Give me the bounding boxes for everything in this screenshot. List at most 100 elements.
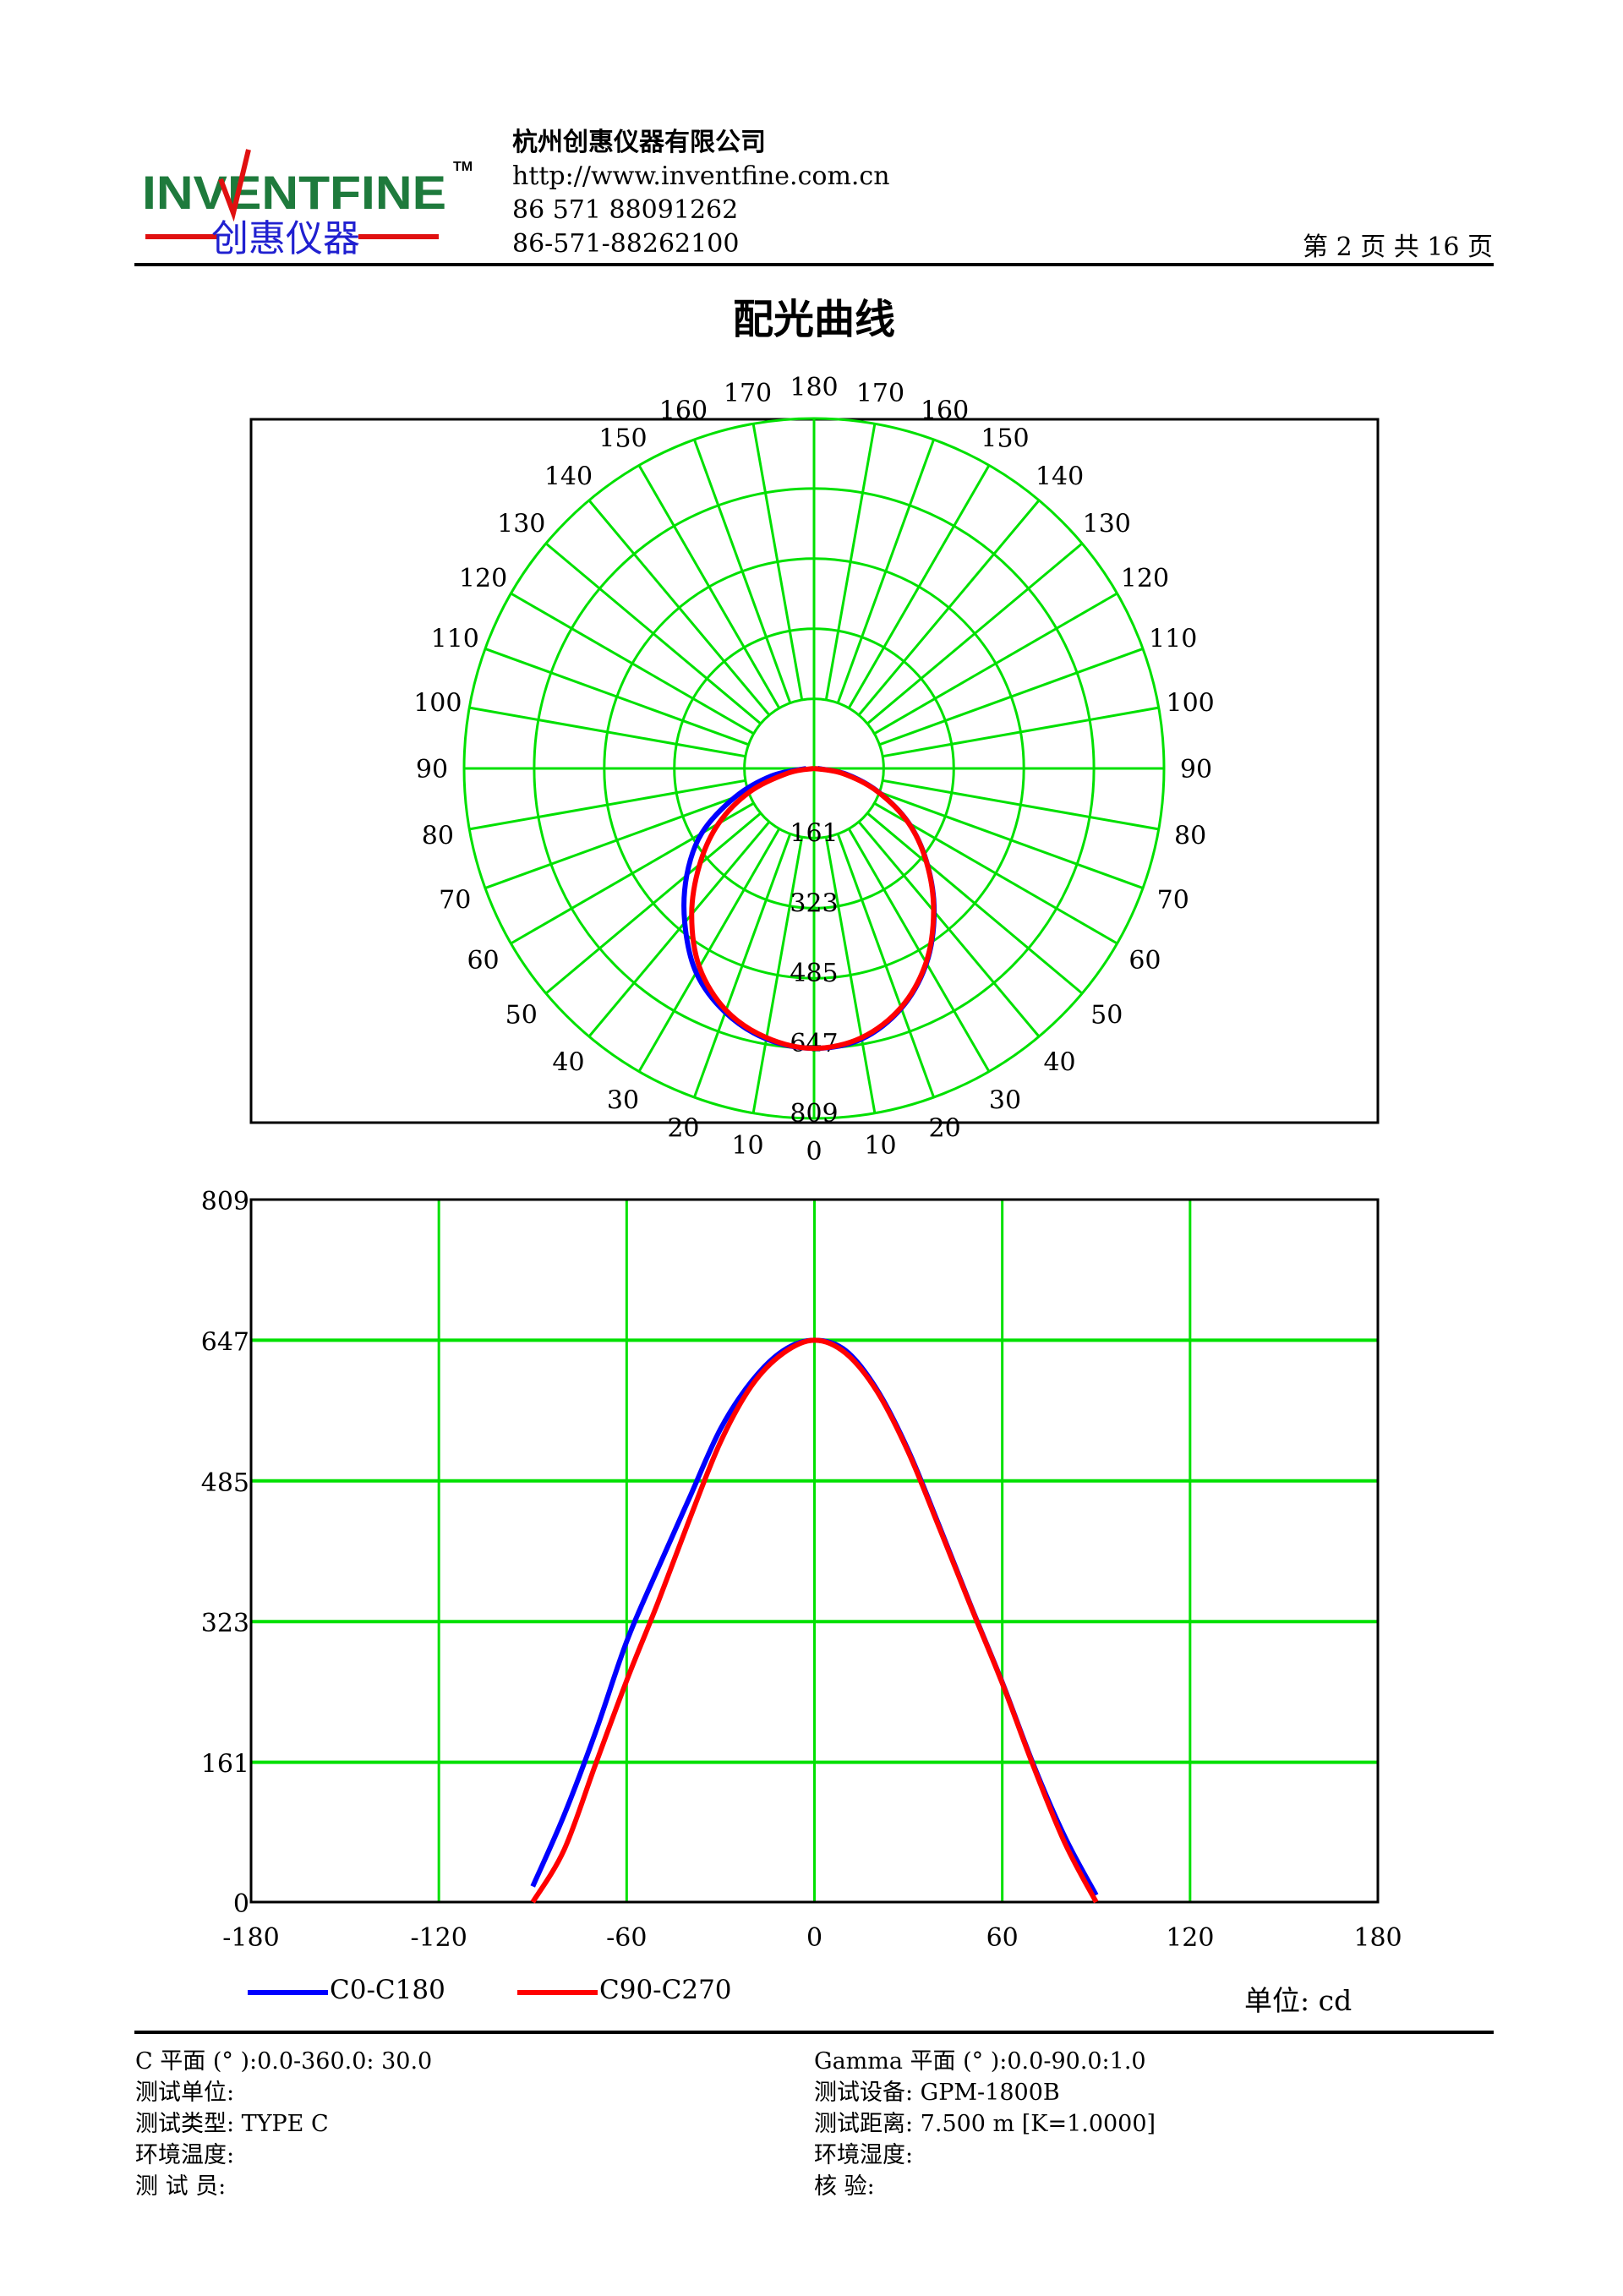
polar-spoke: [587, 821, 771, 1038]
polar-radial-label: 161: [790, 818, 838, 848]
y-tick-label: 323: [201, 1609, 249, 1638]
legend-label-c0-c180: C0-C180: [330, 1975, 445, 2005]
polar-angle-label: 70: [1157, 886, 1189, 916]
polar-radial-label: 647: [790, 1029, 838, 1058]
polar-angle-label: 170: [856, 379, 904, 408]
polar-spoke: [751, 424, 804, 701]
polar-spoke: [587, 499, 771, 716]
x-tick-label: 180: [1353, 1923, 1402, 1953]
polar-angle-label: 20: [928, 1114, 960, 1144]
x-tick-label: 0: [806, 1923, 822, 1953]
x-tick-label: 60: [986, 1923, 1019, 1953]
test-distance: 测试距离: 7.500 m [K=1.0000]: [814, 2111, 1156, 2137]
polar-angle-label: 130: [497, 509, 545, 538]
ambient-temperature: 环境温度:: [135, 2142, 235, 2168]
polar-angle-label: 40: [552, 1047, 584, 1077]
y-tick-label: 809: [201, 1187, 249, 1216]
polar-angle-label: 160: [921, 396, 969, 425]
polar-radial-label: 323: [790, 888, 838, 918]
info-right: Gamma 平面 (° ):0.0-90.0:1.0 测试设备: GPM-180…: [814, 2046, 1156, 2202]
company-fax: 86-571-88262100: [512, 229, 740, 259]
polar-angle-label: 0: [806, 1137, 822, 1167]
polar-angle-label: 110: [1149, 624, 1197, 653]
polar-spoke: [544, 812, 762, 995]
polar-spoke: [637, 464, 781, 709]
y-tick-label: 0: [233, 1889, 249, 1919]
polar-angle-label: 100: [1167, 689, 1215, 719]
y-tick-label: 161: [201, 1750, 249, 1779]
polar-angle-label: 80: [422, 821, 454, 850]
test-equipment: 测试设备: GPM-1800B: [814, 2080, 1060, 2106]
polar-spoke: [836, 439, 936, 704]
ambient-humidity: 环境湿度:: [814, 2142, 914, 2168]
polar-spoke: [469, 779, 746, 831]
polar-angle-label: 90: [416, 755, 448, 784]
polar-spoke: [857, 821, 1041, 1038]
polar-spoke: [510, 801, 755, 945]
polar-angle-label: 150: [981, 424, 1029, 454]
polar-angle-label: 50: [505, 1001, 538, 1030]
y-tick-label: 485: [201, 1468, 249, 1498]
polar-angle-label: 110: [431, 624, 479, 653]
company-website[interactable]: http://www.inventfine.com.cn: [512, 161, 890, 191]
verifier: 核 验:: [814, 2173, 875, 2200]
polar-spoke: [836, 833, 936, 1098]
polar-spoke: [484, 647, 750, 746]
polar-spoke: [878, 647, 1144, 746]
gamma-plane-info: Gamma 平面 (° ):0.0-90.0:1.0: [814, 2048, 1146, 2075]
polar-spoke: [847, 464, 991, 709]
tester: 测 试 员:: [135, 2173, 227, 2200]
polar-angle-label: 80: [1174, 821, 1206, 850]
polar-angle-label: 70: [439, 886, 471, 916]
test-type: 测试类型: TYPE C: [135, 2111, 329, 2137]
test-unit: 测试单位:: [135, 2080, 235, 2106]
polar-spoke: [882, 706, 1159, 758]
x-tick-label: -120: [410, 1923, 467, 1953]
polar-angle-label: 160: [659, 396, 708, 425]
svg-text:INVENTFINE: INVENTFINE: [142, 166, 446, 219]
polar-spoke: [469, 706, 746, 758]
page-title: 配光曲线: [732, 296, 895, 343]
polar-angle-label: 140: [544, 462, 593, 492]
polar-spoke: [873, 801, 1118, 945]
x-tick-label: -180: [222, 1923, 279, 1953]
polar-spoke: [847, 828, 991, 1073]
polar-angle-label: 150: [598, 424, 647, 454]
polar-angle-label: 140: [1036, 462, 1084, 492]
x-tick-label: 120: [1166, 1923, 1214, 1953]
company-phone: 86 571 88091262: [512, 195, 739, 225]
polar-angle-label: 50: [1090, 1001, 1123, 1030]
polar-spoke: [866, 812, 1084, 995]
cartesian-frame: [249, 1198, 1380, 1904]
polar-angle-label: 10: [731, 1131, 763, 1161]
polar-angle-label: 30: [607, 1085, 639, 1115]
header-divider: [134, 263, 1494, 266]
line-series-c90-c270: [530, 1337, 1099, 1904]
polar-spoke: [824, 424, 877, 701]
x-tick-label: -60: [606, 1923, 647, 1953]
polar-angle-label: 120: [1121, 564, 1169, 593]
polar-angle-label: 90: [1180, 755, 1212, 784]
legend-swatch-c0-c180: [248, 1990, 328, 1995]
polar-spoke: [510, 592, 755, 735]
polar-angle-label: 40: [1043, 1047, 1075, 1077]
polar-radial-label: 809: [790, 1099, 838, 1129]
polar-angle-label: 30: [989, 1085, 1021, 1115]
polar-spoke: [692, 439, 792, 704]
polar-spoke: [857, 499, 1041, 716]
polar-angle-label: 120: [459, 564, 507, 593]
page-number: 第 2 页 共 16 页: [1303, 232, 1493, 262]
polar-chart: 0 101020203030404050506060707080809090100…: [249, 373, 1380, 1167]
polar-spoke: [824, 836, 877, 1113]
polar-spoke: [866, 542, 1084, 725]
polar-angle-label: 130: [1083, 509, 1131, 538]
footer-divider: [134, 2031, 1494, 2034]
polar-spoke: [692, 833, 792, 1098]
polar-spoke: [878, 790, 1144, 890]
polar-spoke: [751, 836, 804, 1113]
company-name: 杭州创惠仪器有限公司: [512, 128, 766, 157]
polar-spoke: [882, 779, 1159, 831]
y-tick-label: 647: [201, 1327, 249, 1357]
info-left: C 平面 (° ):0.0-360.0: 30.0 测试单位: 测试类型: TY…: [135, 2046, 432, 2202]
